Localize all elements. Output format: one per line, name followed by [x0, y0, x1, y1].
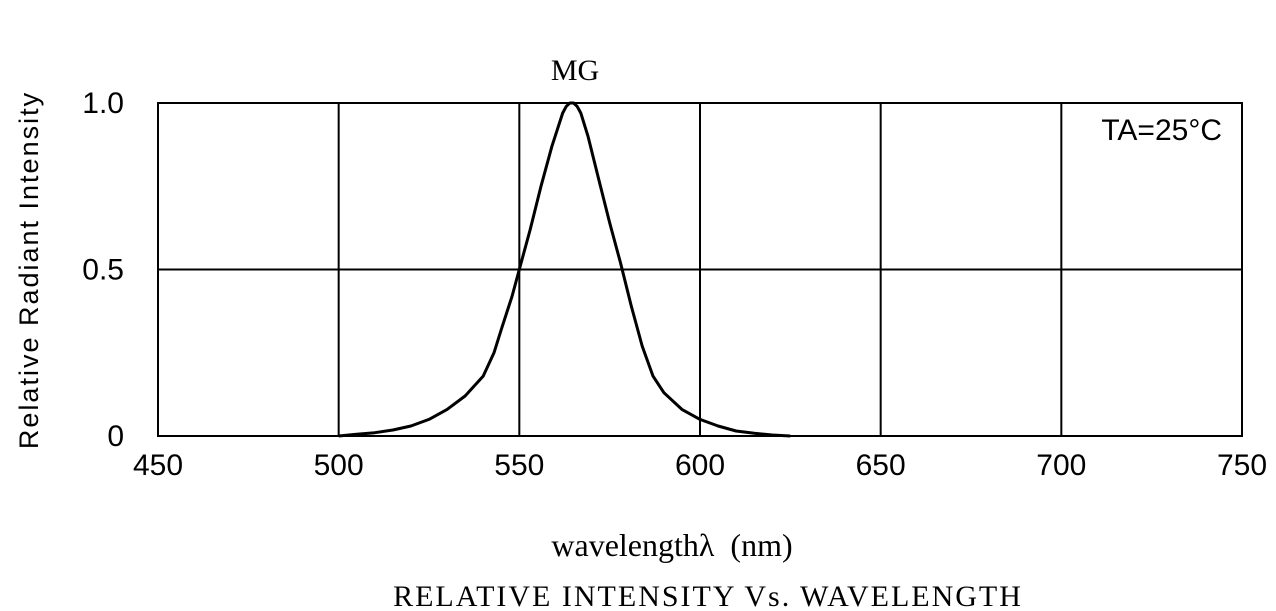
grid [158, 103, 1242, 436]
plot-frame [157, 102, 1243, 437]
y-tick-label: 0.5 [82, 254, 124, 287]
x-tick-label: 500 [314, 449, 364, 482]
x-tick-label: 750 [1217, 449, 1267, 482]
x-tick-label: 550 [494, 449, 544, 482]
y-tick-label: 1.0 [82, 87, 124, 120]
condition-label: TA=25°C [1101, 114, 1222, 147]
series-line-mg [338, 101, 791, 438]
y-axis-label: Relative Radiant Intensity [14, 91, 44, 449]
y-tick-labels: 0 0.5 1.0 [82, 87, 124, 453]
y-tick-label: 0 [107, 420, 124, 453]
x-tick-label: 650 [856, 449, 906, 482]
x-tick-label: 700 [1036, 449, 1086, 482]
x-tick-label: 450 [133, 449, 183, 482]
peak-label: MG [551, 54, 599, 87]
x-tick-labels: 450 500 550 600 650 700 750 [133, 449, 1267, 482]
x-tick-label: 600 [675, 449, 725, 482]
chart-title: RELATIVE INTENSITY Vs. WAVELENGTH [393, 580, 1023, 611]
x-axis-label: wavelengthλ (nm) [551, 527, 792, 563]
